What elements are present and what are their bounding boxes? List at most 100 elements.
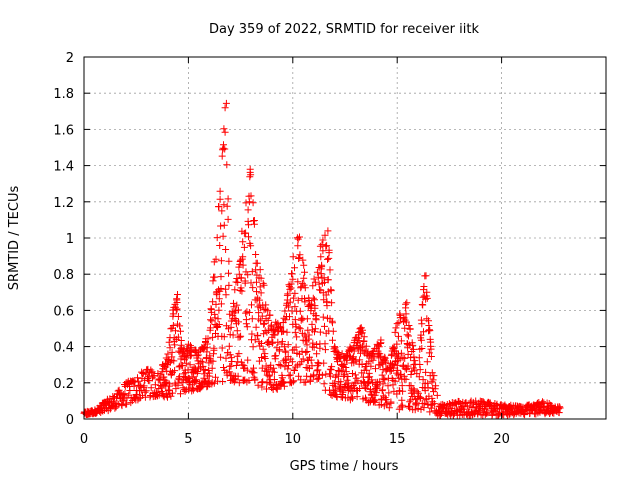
data-point bbox=[391, 328, 399, 336]
data-point bbox=[170, 357, 178, 365]
data-point bbox=[300, 261, 308, 269]
data-point bbox=[217, 257, 225, 265]
data-point bbox=[403, 299, 411, 307]
y-axis-title: SRMTID / TECUs bbox=[7, 186, 22, 291]
data-point bbox=[328, 363, 336, 371]
data-point bbox=[415, 354, 423, 362]
data-point bbox=[222, 291, 230, 299]
data-point bbox=[166, 344, 174, 352]
data-point bbox=[257, 317, 265, 325]
data-point bbox=[420, 328, 427, 336]
data-point bbox=[113, 400, 121, 407]
data-point bbox=[371, 398, 379, 406]
data-point bbox=[144, 365, 152, 373]
data-point bbox=[378, 371, 386, 379]
data-point bbox=[294, 296, 302, 304]
data-point bbox=[131, 378, 139, 386]
data-point bbox=[247, 279, 255, 287]
data-point bbox=[239, 238, 247, 246]
data-point bbox=[266, 311, 274, 319]
data-point bbox=[257, 289, 265, 297]
data-point bbox=[220, 125, 228, 133]
data-point bbox=[220, 333, 228, 341]
data-point bbox=[235, 318, 242, 326]
data-point bbox=[252, 251, 260, 258]
data-point bbox=[262, 301, 270, 309]
data-point bbox=[377, 352, 384, 360]
data-point bbox=[325, 246, 333, 254]
data-point bbox=[393, 340, 401, 348]
data-point bbox=[278, 338, 286, 346]
data-point bbox=[417, 336, 425, 344]
data-point bbox=[320, 380, 328, 388]
data-point bbox=[419, 376, 427, 384]
data-point bbox=[177, 327, 184, 335]
data-point bbox=[228, 358, 236, 365]
data-point bbox=[212, 373, 219, 381]
data-point bbox=[272, 352, 280, 360]
data-point bbox=[387, 399, 395, 407]
data-point bbox=[155, 391, 163, 399]
data-point bbox=[237, 284, 245, 292]
data-point bbox=[408, 367, 416, 375]
data-point bbox=[225, 281, 233, 289]
data-point bbox=[407, 371, 415, 378]
data-point bbox=[329, 327, 337, 335]
data-point bbox=[248, 330, 256, 338]
data-point bbox=[216, 195, 224, 203]
data-point bbox=[293, 333, 301, 341]
data-point bbox=[207, 324, 214, 332]
data-point bbox=[291, 303, 299, 311]
data-point bbox=[337, 378, 345, 386]
data-point bbox=[285, 362, 293, 369]
data-point bbox=[171, 341, 179, 349]
data-point bbox=[288, 358, 296, 366]
data-point bbox=[242, 309, 250, 317]
data-point bbox=[418, 345, 426, 352]
data-point bbox=[253, 278, 260, 286]
data-point bbox=[421, 387, 429, 395]
data-point bbox=[225, 269, 232, 277]
data-point bbox=[209, 333, 217, 341]
data-point bbox=[147, 384, 155, 392]
data-point bbox=[235, 270, 243, 278]
data-point bbox=[423, 358, 431, 366]
data-point bbox=[256, 283, 264, 291]
data-point bbox=[260, 281, 268, 289]
data-point bbox=[166, 382, 174, 390]
data-point bbox=[417, 393, 425, 401]
data-point bbox=[204, 335, 212, 343]
data-point bbox=[437, 411, 445, 419]
data-point bbox=[377, 339, 385, 347]
data-point bbox=[316, 370, 323, 378]
data-point bbox=[248, 315, 256, 323]
data-point bbox=[351, 371, 359, 379]
data-point bbox=[250, 217, 258, 224]
data-point bbox=[142, 387, 150, 395]
data-point bbox=[329, 319, 336, 327]
data-point bbox=[372, 365, 379, 373]
data-point bbox=[169, 322, 177, 329]
data-point bbox=[219, 378, 227, 385]
data-point bbox=[171, 367, 179, 375]
x-tick-label: 20 bbox=[493, 432, 510, 447]
data-point bbox=[258, 312, 266, 320]
data-point bbox=[227, 323, 235, 331]
data-point bbox=[218, 344, 226, 352]
data-point bbox=[133, 391, 141, 399]
data-point bbox=[186, 361, 194, 369]
data-point bbox=[379, 375, 387, 383]
data-point bbox=[362, 342, 370, 350]
data-point bbox=[370, 352, 378, 360]
data-point bbox=[305, 331, 313, 339]
data-point bbox=[295, 324, 303, 332]
data-point bbox=[319, 313, 327, 321]
data-point bbox=[260, 306, 268, 314]
data-point bbox=[224, 195, 232, 203]
y-tick-label: 1.4 bbox=[53, 160, 74, 175]
data-point bbox=[174, 313, 182, 320]
data-point bbox=[205, 372, 213, 380]
data-point bbox=[203, 340, 211, 348]
data-point bbox=[134, 374, 141, 382]
data-point bbox=[279, 378, 287, 386]
